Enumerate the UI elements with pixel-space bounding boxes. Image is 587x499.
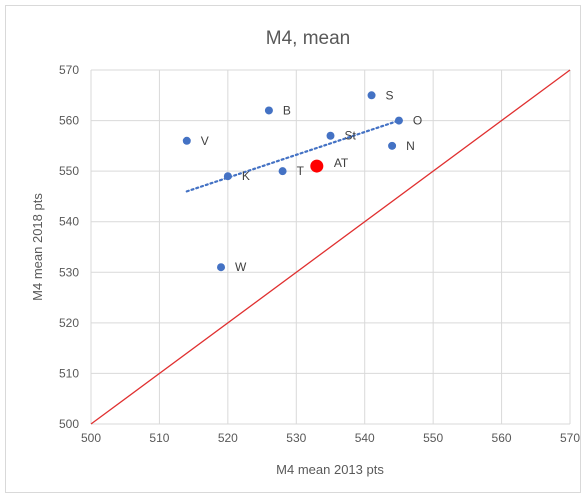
data-point-label: W [235, 260, 247, 274]
data-point-label: V [201, 134, 209, 148]
data-point [394, 116, 403, 125]
x-tick-label: 530 [286, 431, 306, 445]
data-point [223, 172, 232, 181]
chart-frame [5, 5, 581, 493]
y-tick-label: 570 [59, 63, 79, 77]
y-tick-label: 550 [59, 164, 79, 178]
data-point [217, 263, 226, 272]
data-points: V B S O St N K T W AT [182, 88, 422, 274]
data-point [326, 131, 335, 140]
y-tick-label: 530 [59, 265, 79, 279]
x-tick-label: 540 [355, 431, 375, 445]
trendline [185, 119, 401, 193]
x-tick-label: 560 [492, 431, 512, 445]
y-axis-label: M4 mean 2018 pts [30, 193, 45, 301]
data-point-label: N [406, 139, 415, 153]
reference-line [90, 69, 571, 425]
highlight-point [310, 159, 324, 173]
x-tick-label: 550 [423, 431, 443, 445]
chart-title: M4, mean [266, 28, 350, 49]
y-axis-ticks: 500 510 520 530 540 550 560 570 [59, 63, 79, 431]
data-point-label: St [345, 129, 357, 143]
data-point-label: S [386, 88, 394, 102]
y-tick-label: 540 [59, 215, 79, 229]
data-point-label: O [413, 114, 422, 128]
chart-lines [90, 69, 571, 425]
x-tick-label: 510 [149, 431, 169, 445]
y-tick-label: 500 [59, 417, 79, 431]
x-axis-label: M4 mean 2013 pts [276, 462, 384, 477]
data-point [278, 167, 287, 176]
data-point [182, 136, 191, 145]
x-tick-label: 570 [560, 431, 580, 445]
data-point [388, 141, 397, 150]
highlight-point-label: AT [334, 156, 349, 170]
x-tick-label: 520 [218, 431, 238, 445]
data-point [367, 91, 376, 100]
data-point-label: K [242, 169, 250, 183]
data-point-label: T [297, 164, 305, 178]
y-tick-label: 520 [59, 316, 79, 330]
data-point-label: B [283, 103, 291, 117]
x-tick-label: 500 [81, 431, 101, 445]
y-tick-label: 510 [59, 366, 79, 380]
grid-lines [90, 69, 571, 425]
y-tick-label: 560 [59, 114, 79, 128]
x-axis-ticks: 500 510 520 530 540 550 560 570 [81, 431, 580, 445]
data-point [264, 106, 273, 115]
